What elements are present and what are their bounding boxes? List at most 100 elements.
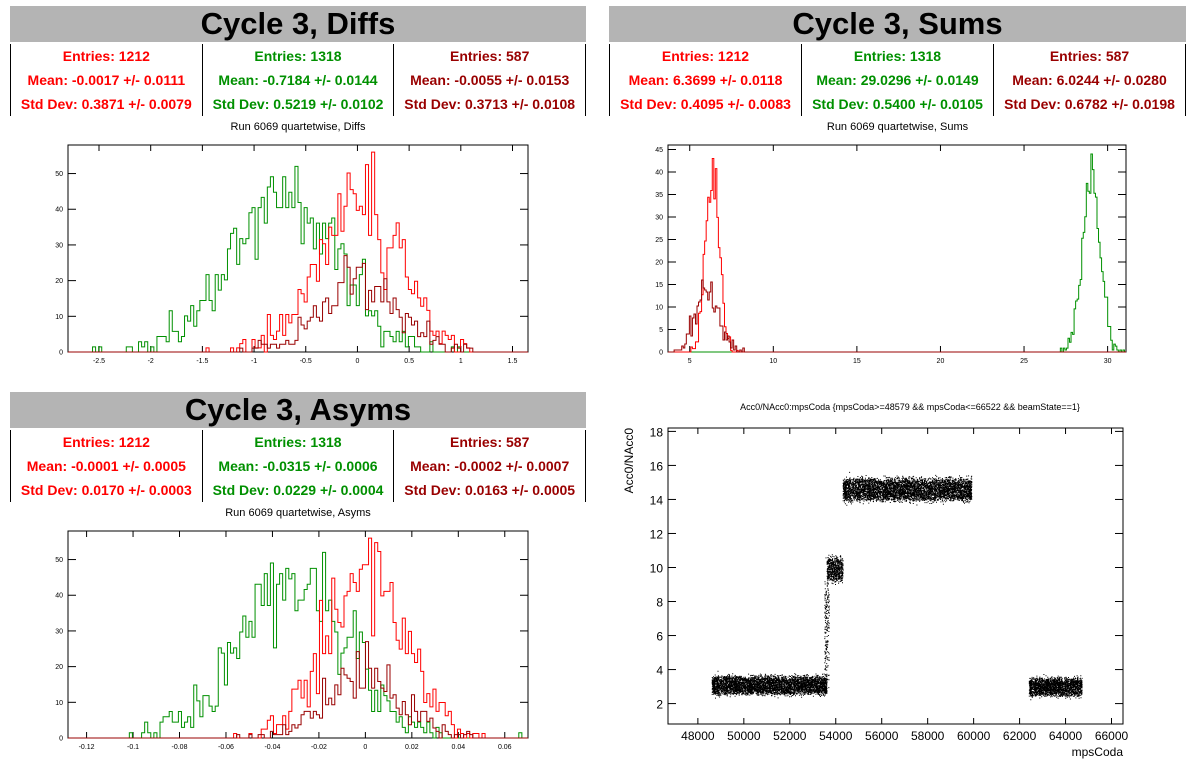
hist-series-1: [68, 537, 528, 739]
stat-mean: Mean: 6.3699 +/- 0.0118: [628, 72, 783, 88]
x-tick-label: 52000: [773, 729, 807, 743]
x-tick-label: 66000: [1095, 729, 1129, 743]
diffs-stats-red: Entries: 1212 Mean: -0.0017 +/- 0.0111 S…: [10, 44, 203, 116]
stat-mean: Mean: -0.7184 +/- 0.0144: [218, 72, 378, 88]
y-axis-label: Acc0/NAcc0: [622, 428, 636, 494]
diffs-title: Cycle 3, Diffs: [10, 6, 586, 42]
x-tick-label: 10: [769, 358, 777, 365]
y-tick-label: 5: [659, 327, 663, 334]
x-tick-label: -2.5: [93, 358, 105, 365]
stat-mean: Mean: 6.0244 +/- 0.0280: [1012, 72, 1167, 88]
y-tick-label: 0: [59, 736, 63, 743]
stat-entries: Entries: 1318: [853, 48, 942, 64]
stat-std: Std Dev: 0.5400 +/- 0.0105: [812, 96, 983, 112]
y-tick-label: 8: [656, 596, 663, 610]
stat-entries: Entries: 1318: [254, 434, 342, 450]
x-tick-label: 0.04: [451, 744, 465, 751]
scatter-plot: Acc0/NAcc0:mpsCoda {mpsCoda>=48579 && mp…: [622, 402, 1129, 759]
plot-frame: [67, 530, 529, 739]
scatter-title: Acc0/NAcc0:mpsCoda {mpsCoda>=48579 && mp…: [740, 402, 1080, 412]
y-tick-label: 30: [55, 628, 63, 635]
asyms-histogram: -0.12 -0.1 -0.08 -0.06 -0.04 -0.02 0 0.02 0.04 0.…: [55, 530, 529, 751]
diffs-stats-green: Entries: 1318 Mean: -0.7184 +/- 0.0144 S…: [203, 44, 395, 116]
y-tick-label: 4: [656, 664, 663, 678]
y-tick-label: 10: [650, 561, 664, 575]
hist-series-1: [668, 158, 1126, 353]
y-tick-label: 2: [656, 698, 663, 712]
stat-mean: Mean: -0.0017 +/- 0.0111: [27, 72, 186, 88]
sums-stats-box: Entries: 1212 Mean: 6.3699 +/- 0.0118 St…: [609, 44, 1186, 116]
x-tick-label: 60000: [957, 729, 991, 743]
x-tick-label: -0.06: [218, 744, 234, 751]
y-tick-label: 40: [55, 593, 63, 600]
stat-entries: Entries: 587: [449, 434, 530, 450]
diffs-histogram: -2.5 -2 -1.5 -1 -0.5 0 0.5 1 1.5 0 10 20 30 40 50: [55, 144, 529, 365]
y-tick-label: 50: [55, 557, 63, 564]
stat-std: Std Dev: 0.3871 +/- 0.0079: [20, 96, 192, 112]
diffs-stats-box: Entries: 1212 Mean: -0.0017 +/- 0.0111 S…: [10, 44, 587, 116]
sums-stats-red: Entries: 1212 Mean: 6.3699 +/- 0.0118 St…: [609, 44, 802, 116]
y-tick-label: 16: [650, 459, 664, 473]
stat-std: Std Dev: 0.5219 +/- 0.0102: [212, 96, 384, 112]
stat-entries: Entries: 587: [449, 48, 530, 64]
y-tick-label: 10: [655, 305, 663, 312]
plot-frame: [667, 144, 1127, 353]
stat-mean: Mean: 29.0296 +/- 0.0149: [816, 72, 979, 88]
sums-title: Cycle 3, Sums: [609, 6, 1186, 42]
x-tick-label: -0.02: [311, 744, 327, 751]
x-tick-label: -0.08: [172, 744, 188, 751]
stat-entries: Entries: 1212: [62, 48, 150, 64]
stat-entries: Entries: 587: [1049, 48, 1130, 64]
y-tick-label: 30: [655, 215, 663, 222]
stat-mean: Mean: -0.0001 +/- 0.0005: [26, 458, 186, 474]
stat-std: Std Dev: 0.0163 +/- 0.0005: [404, 482, 576, 498]
asyms-stats-box: Entries: 1212 Mean: -0.0001 +/- 0.0005 S…: [10, 430, 587, 502]
x-axis-label: mpsCoda: [1072, 745, 1124, 759]
y-tick-label: 40: [655, 170, 663, 177]
x-tick-label: -0.04: [264, 744, 280, 751]
y-tick-label: 50: [55, 171, 63, 178]
sums-histogram: 5 10 15 20 25 30 0 5 10 15 20 25 30 35 40 45: [655, 144, 1127, 365]
stat-std: Std Dev: 0.4095 +/- 0.0083: [620, 96, 791, 112]
stat-entries: Entries: 1212: [62, 434, 150, 450]
x-tick-label: 1.5: [508, 358, 518, 365]
x-tick-label: 0.06: [498, 744, 512, 751]
x-tick-label: -1: [251, 358, 257, 365]
x-tick-label: 1: [459, 358, 463, 365]
x-tick-label: 30: [1104, 358, 1112, 365]
y-tick-label: 15: [655, 282, 663, 289]
stat-mean: Mean: -0.0002 +/- 0.0007: [410, 458, 570, 474]
sums-stats-darkred: Entries: 587 Mean: 6.0244 +/- 0.0280 Std…: [994, 44, 1186, 116]
x-tick-label: -0.12: [79, 744, 95, 751]
y-tick-label: 18: [650, 425, 664, 439]
y-tick-label: 25: [655, 237, 663, 244]
x-tick-label: -1.5: [196, 358, 208, 365]
y-tick-label: 20: [55, 664, 63, 671]
stat-entries: Entries: 1212: [661, 48, 750, 64]
hist-series-0: [668, 153, 1126, 353]
x-tick-label: 64000: [1049, 729, 1083, 743]
y-tick-label: 40: [55, 207, 63, 214]
x-tick-label: 0.5: [404, 358, 414, 365]
asyms-hist-title: Run 6069 quartetwise, Asyms: [225, 507, 371, 519]
y-tick-label: 10: [55, 700, 63, 707]
x-tick-label: -0.5: [300, 358, 312, 365]
x-tick-label: 25: [1020, 358, 1028, 365]
y-tick-label: 0: [59, 350, 63, 357]
x-tick-label: 0: [355, 358, 359, 365]
y-tick-label: 10: [55, 314, 63, 321]
x-tick-label: 50000: [727, 729, 761, 743]
scatter-points: [711, 471, 1083, 701]
x-tick-label: 48000: [681, 729, 715, 743]
asyms-stats-green: Entries: 1318 Mean: -0.0315 +/- 0.0006 S…: [203, 430, 395, 502]
y-tick-label: 0: [659, 350, 663, 357]
sums-hist-title: Run 6069 quartetwise, Sums: [826, 121, 969, 133]
y-tick-label: 12: [650, 527, 664, 541]
hist-series-2: [668, 279, 1126, 353]
x-tick-label: 62000: [1003, 729, 1037, 743]
sums-stats-green: Entries: 1318 Mean: 29.0296 +/- 0.0149 S…: [802, 44, 994, 116]
y-tick-label: 14: [650, 493, 664, 507]
x-tick-label: 56000: [865, 729, 899, 743]
diffs-stats-darkred: Entries: 587 Mean: -0.0055 +/- 0.0153 St…: [394, 44, 587, 116]
y-tick-label: 45: [655, 147, 663, 154]
